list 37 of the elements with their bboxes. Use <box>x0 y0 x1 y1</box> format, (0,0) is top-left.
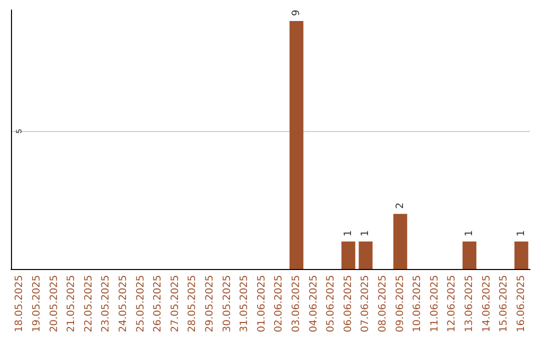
x-tick-label: 29.05.2025 <box>204 275 216 332</box>
x-tick-label: 30.05.2025 <box>222 275 233 332</box>
x-tick-label: 22.05.2025 <box>83 275 94 332</box>
x-tick-label: 04.06.2025 <box>308 275 320 332</box>
x-tick-label: 06.06.2025 <box>342 275 354 332</box>
x-tick-label: 11.06.2025 <box>429 275 440 332</box>
x-tick-label: 21.05.2025 <box>66 275 78 332</box>
x-tick-label: 12.06.2025 <box>446 275 458 332</box>
x-tick-label: 05.06.2025 <box>326 275 337 332</box>
x-tick-label: 26.05.2025 <box>152 275 164 332</box>
data-label: 2 <box>394 202 406 209</box>
data-label: 1 <box>360 230 372 236</box>
x-tick-label: 20.05.2025 <box>48 275 60 332</box>
x-tick-label: 18.05.2025 <box>14 275 26 332</box>
x-tick-label: 07.06.2025 <box>360 275 372 332</box>
x-tick-label: 24.05.2025 <box>118 275 129 332</box>
x-tick-label: 31.05.2025 <box>239 275 250 332</box>
x-tick-label: 10.06.2025 <box>412 275 424 332</box>
x-tick-label: 14.06.2025 <box>481 275 492 332</box>
x-tick-label: 27.05.2025 <box>170 275 181 332</box>
y-tick-label: 5 <box>14 128 24 134</box>
x-tick-label: 13.06.2025 <box>464 275 475 332</box>
x-tick-label: 28.05.2025 <box>187 275 198 332</box>
x-tick-label: 02.06.2025 <box>274 275 285 332</box>
x-tick-label: 09.06.2025 <box>394 275 406 332</box>
x-tick-label: 08.06.2025 <box>377 275 388 332</box>
x-tick-label: 15.06.2025 <box>498 275 510 332</box>
x-tick-label: 25.05.2025 <box>135 275 146 332</box>
data-label: 1 <box>464 230 475 236</box>
data-label: 1 <box>516 230 527 236</box>
x-tick-label: 19.05.2025 <box>31 275 42 332</box>
x-tick-label: 01.06.2025 <box>256 275 268 332</box>
data-label: 1 <box>342 230 354 236</box>
x-tick-label: 23.05.2025 <box>100 275 112 332</box>
data-label: 9 <box>290 10 302 16</box>
x-tick-label: 03.06.2025 <box>290 275 302 332</box>
x-tick-label: 16.06.2025 <box>516 275 527 332</box>
